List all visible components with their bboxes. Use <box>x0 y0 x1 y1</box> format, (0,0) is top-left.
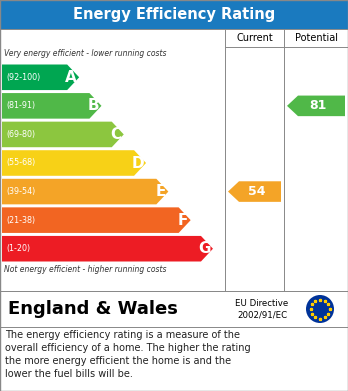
Text: (1-20): (1-20) <box>6 244 30 253</box>
Text: D: D <box>132 156 144 170</box>
Text: overall efficiency of a home. The higher the rating: overall efficiency of a home. The higher… <box>5 343 251 353</box>
Polygon shape <box>287 95 345 116</box>
Polygon shape <box>2 65 79 90</box>
Text: The energy efficiency rating is a measure of the: The energy efficiency rating is a measur… <box>5 330 240 340</box>
Text: C: C <box>110 127 121 142</box>
Bar <box>0 0 348 29</box>
Text: G: G <box>199 241 211 256</box>
Polygon shape <box>2 236 213 262</box>
Text: Energy Efficiency Rating: Energy Efficiency Rating <box>73 7 275 22</box>
Polygon shape <box>2 93 102 118</box>
Text: lower the fuel bills will be.: lower the fuel bills will be. <box>5 369 133 379</box>
Polygon shape <box>2 179 168 204</box>
Polygon shape <box>2 150 146 176</box>
Bar <box>0 291 348 327</box>
Text: B: B <box>88 99 99 113</box>
Text: (81-91): (81-91) <box>6 101 35 110</box>
Text: England & Wales: England & Wales <box>8 300 178 318</box>
Bar <box>0 29 348 291</box>
Text: 2002/91/EC: 2002/91/EC <box>237 311 287 320</box>
Text: (55-68): (55-68) <box>6 158 35 167</box>
Text: Potential: Potential <box>294 33 338 43</box>
Text: (69-80): (69-80) <box>6 130 35 139</box>
Text: E: E <box>155 184 166 199</box>
Text: (92-100): (92-100) <box>6 73 40 82</box>
Text: Not energy efficient - higher running costs: Not energy efficient - higher running co… <box>4 265 166 274</box>
Text: EU Directive: EU Directive <box>235 299 288 308</box>
Text: the more energy efficient the home is and the: the more energy efficient the home is an… <box>5 356 231 366</box>
Text: F: F <box>177 213 188 228</box>
Polygon shape <box>2 122 124 147</box>
Text: 81: 81 <box>309 99 327 112</box>
Polygon shape <box>2 207 191 233</box>
Text: Very energy efficient - lower running costs: Very energy efficient - lower running co… <box>4 49 166 58</box>
Text: Current: Current <box>236 33 273 43</box>
Text: 54: 54 <box>248 185 265 198</box>
Polygon shape <box>228 181 281 202</box>
Text: A: A <box>65 70 77 85</box>
Text: (21-38): (21-38) <box>6 216 35 225</box>
Circle shape <box>306 295 334 323</box>
Text: (39-54): (39-54) <box>6 187 35 196</box>
